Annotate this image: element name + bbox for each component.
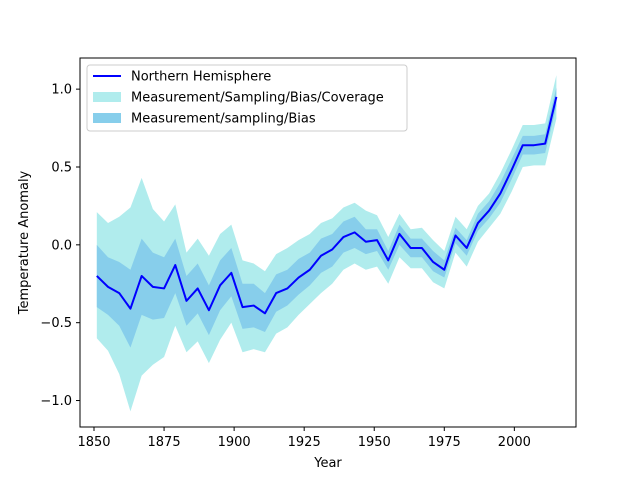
- y-tick-label: 0.0: [51, 238, 72, 253]
- series-lines: [96, 96, 558, 315]
- x-axis-label: Year: [313, 456, 342, 471]
- legend-entry-label: Measurement/sampling/Bias: [131, 112, 316, 127]
- y-tick-label: −0.5: [40, 316, 72, 331]
- uncertainty-bands: [96, 75, 557, 412]
- y-tick-label: −1.0: [40, 394, 72, 409]
- x-tick-label: 1975: [428, 435, 461, 450]
- x-tick-label: 1925: [288, 435, 321, 450]
- y-tick-label: 0.5: [51, 160, 72, 175]
- line-northern-hemisphere: [96, 96, 558, 315]
- band-2: [96, 87, 557, 348]
- x-tick-label: 1900: [218, 435, 251, 450]
- x-tick-label: 1850: [77, 435, 110, 450]
- legend-entry-label: Northern Hemisphere: [131, 70, 271, 85]
- legend: Northern Hemisphere Measurement/Sampling/…: [86, 64, 408, 132]
- x-tick-label: 1950: [358, 435, 391, 450]
- x-axis: 1850 1875 1900 1925 1950 1975 2000: [77, 427, 531, 450]
- legend-entry-label: Measurement/Sampling/Bias/Coverage: [131, 91, 384, 106]
- y-axis-label: Temperature Anomaly: [17, 170, 32, 315]
- legend-swatch-band: [93, 113, 121, 123]
- legend-swatch-band: [93, 92, 121, 102]
- x-tick-label: 2000: [498, 435, 531, 450]
- x-tick-label: 1875: [148, 435, 181, 450]
- y-axis: −1.0 −0.5 0.0 0.5 1.0: [40, 83, 80, 409]
- plot-frame: [79, 57, 577, 428]
- legend-box: [86, 64, 408, 132]
- y-tick-label: 1.0: [51, 83, 72, 98]
